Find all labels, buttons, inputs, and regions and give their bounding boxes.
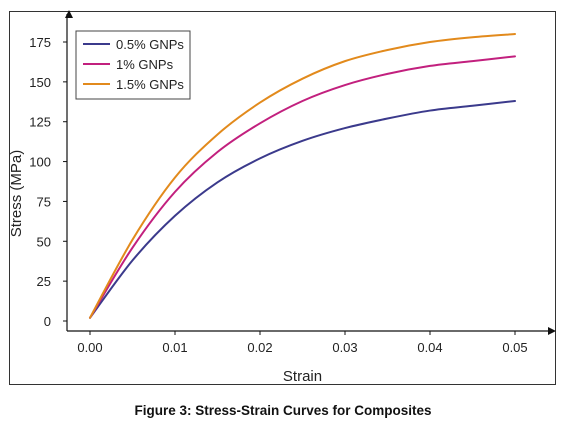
legend-label: 1.5% GNPs [116,77,184,92]
y-tick-label: 125 [29,115,51,130]
y-tick-label: 50 [37,234,51,249]
x-axis-title: Strain [283,368,322,385]
y-tick-label: 150 [29,75,51,90]
y-tick-label: 25 [37,274,51,289]
x-tick-label: 0.02 [247,340,272,355]
figure-frame [9,11,556,385]
legend-label: 1% GNPs [116,57,174,72]
y-tick-label: 0 [44,314,51,329]
x-tick-label: 0.04 [417,340,442,355]
stress-strain-chart: 0.00 0.01 0.02 0.03 0.04 0.05 0 25 50 75 100 125 150… [8,10,556,385]
y-tick-label: 75 [37,194,51,209]
legend-label: 0.5% GNPs [116,37,184,52]
x-tick-label: 0.05 [502,340,527,355]
figure-caption: Figure 3: Stress-Strain Curves for Compo… [134,403,432,418]
series-line-1-gnps [89,55,516,319]
series-line-1-5-gnps [89,33,516,319]
y-tick-label: 100 [29,155,51,170]
x-tick-label: 0.01 [162,340,187,355]
series-line-0-5-gnps [89,99,516,319]
y-axis-title: Stress (MPa) [8,150,25,238]
x-tick-label: 0.00 [77,340,102,355]
x-tick-label: 0.03 [332,340,357,355]
y-tick-label: 175 [29,35,51,50]
